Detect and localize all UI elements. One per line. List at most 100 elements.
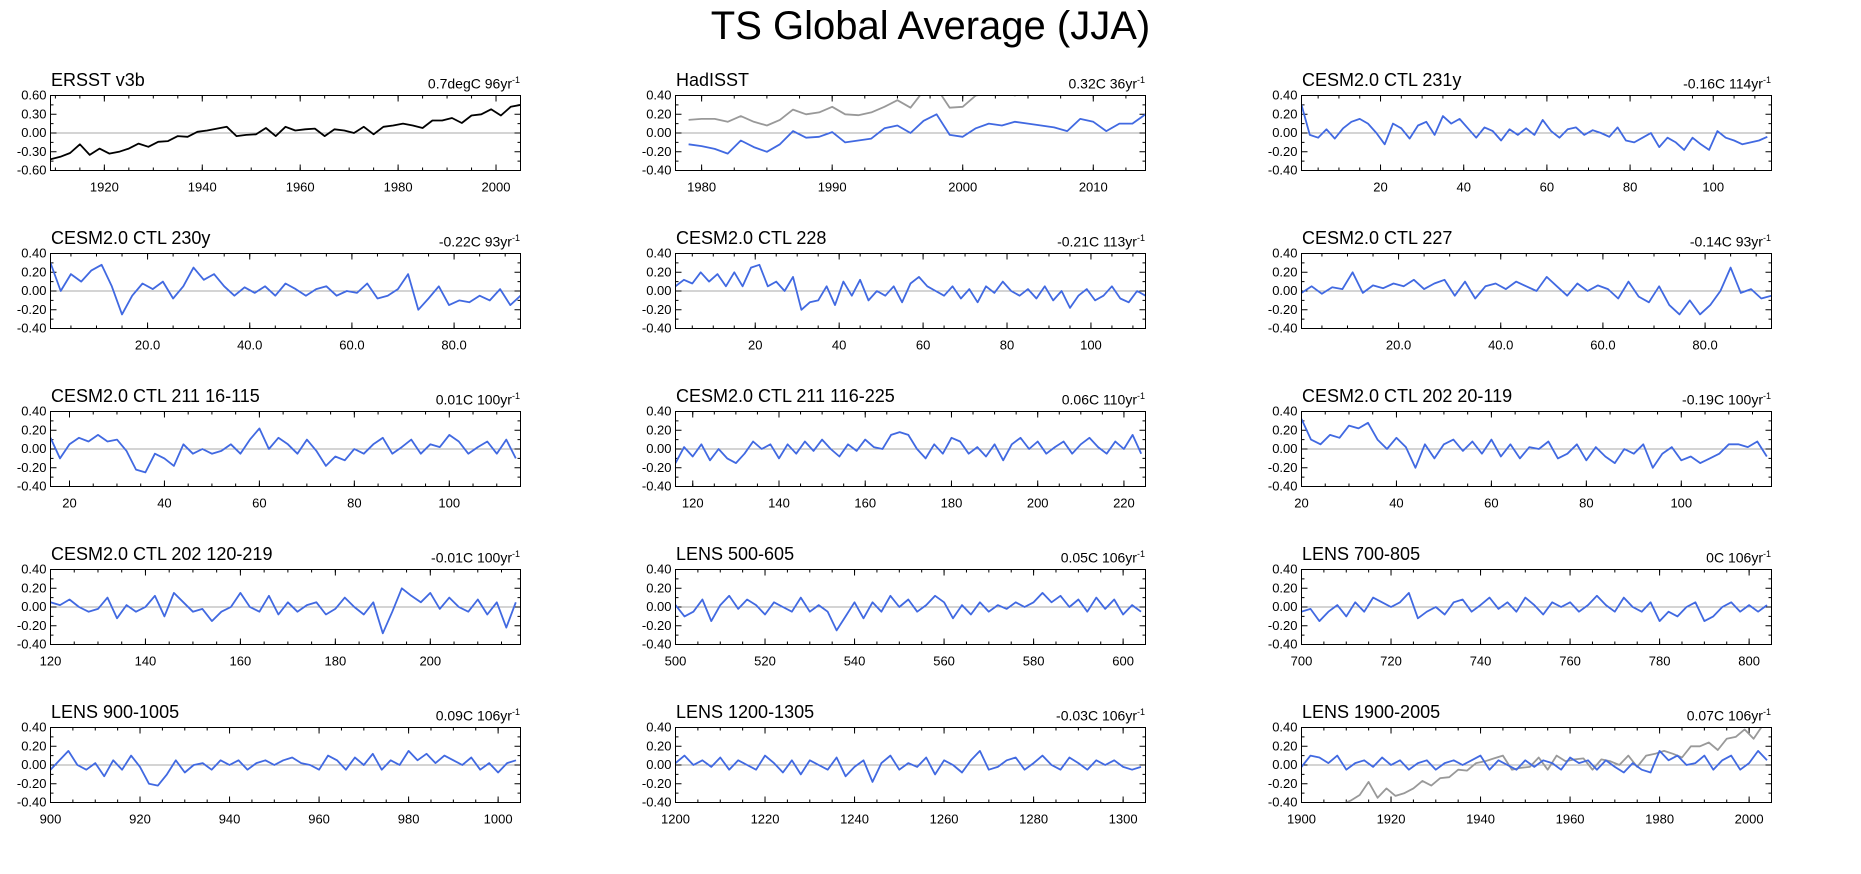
trend-text: 0.07C 106yr — [1686, 707, 1763, 724]
x-tick-label: 720 — [1380, 654, 1402, 669]
chart-svg: 0.40 0.20 0.00 -0.20 -0.40 20.0 40.0 60.0 80.0 — [1268, 246, 1772, 353]
y-tick-label: -0.20 — [1268, 144, 1298, 159]
panel-title: LENS 1900-2005 — [1302, 702, 1441, 722]
x-tick-label: 520 — [754, 654, 776, 669]
plot-frame — [675, 95, 1146, 171]
trend-label: 0.07C 106yr-1 — [1687, 704, 1771, 724]
chart-svg: 0.60 0.30 0.00 -0.30 -0.60 1920 1940 1960 1980 20… — [17, 88, 521, 195]
x-tick-label: 1280 — [1019, 812, 1048, 827]
x-tick-label: 20 — [1373, 180, 1387, 195]
trend-text: -0.19C 100yr — [1682, 391, 1763, 408]
chart-panel: CESM2.0 CTL 231y -0.16C 114yr-1 0.40 0.20 0.… — [1253, 70, 1773, 230]
x-tick-label: 140 — [768, 496, 790, 511]
trend-exponent: -1 — [1762, 707, 1771, 717]
panel-title: LENS 700-805 — [1302, 544, 1421, 564]
x-tick-label: 160 — [854, 496, 876, 511]
y-tick-label: -0.40 — [1268, 479, 1298, 494]
trend-text: -0.01C 100yr — [431, 549, 512, 566]
y-tick-label: -0.20 — [642, 460, 672, 475]
trend-text: -0.14C 93yr — [1689, 233, 1763, 250]
panel-title: CESM2.0 CTL 230y — [51, 228, 211, 248]
x-tick-label: 80 — [347, 496, 361, 511]
chart-panel: CESM2.0 CTL 211 116-225 0.06C 110yr-1 0.40… — [627, 386, 1147, 546]
trend-label: 0C 106yr-1 — [1706, 546, 1771, 566]
chart-svg: 0.40 0.20 0.00 -0.20 -0.40 20 40 60 80 100 — [1268, 88, 1772, 195]
series-line — [675, 592, 1142, 632]
x-tick-label: 20 — [748, 338, 762, 353]
y-tick-label: 0.40 — [1272, 562, 1297, 577]
y-tick-label: 0.40 — [1272, 88, 1297, 103]
chart-svg: 0.40 0.20 0.00 -0.20 -0.40 1900 1920 1940 1960 19… — [1268, 720, 1772, 827]
y-tick-label: 0.00 — [1272, 125, 1297, 140]
y-tick-label: 0.20 — [21, 422, 46, 437]
series-line — [675, 750, 1142, 783]
x-tick-label: 780 — [1649, 654, 1671, 669]
y-tick-label: 0.20 — [1272, 580, 1297, 595]
x-tick-label: 1920 — [1377, 812, 1406, 827]
y-tick-label: -0.40 — [1268, 795, 1298, 810]
x-tick-label: 80 — [1623, 180, 1637, 195]
plot-frame — [1301, 727, 1772, 803]
x-tick-label: 1960 — [286, 180, 315, 195]
x-tick-label: 40 — [1389, 496, 1403, 511]
x-tick-label: 200 — [1027, 496, 1049, 511]
trend-exponent: -1 — [1136, 233, 1145, 243]
plot-frame — [50, 253, 521, 329]
panel-title: CESM2.0 CTL 202 20-119 — [1302, 386, 1513, 406]
trend-label: 0.32C 36yr-1 — [1069, 72, 1146, 92]
overlay-series-line — [1343, 727, 1763, 803]
y-tick-label: 0.40 — [646, 246, 671, 261]
y-tick-label: -0.20 — [1268, 460, 1298, 475]
trend-exponent: -1 — [511, 391, 520, 401]
y-tick-label: 0.00 — [21, 125, 46, 140]
chart-panel: HadISST 0.32C 36yr-1 0.40 0.20 0.00 -0.20 -0.4… — [627, 70, 1147, 230]
y-tick-label: -0.20 — [17, 618, 47, 633]
trend-exponent: -1 — [1762, 75, 1771, 85]
y-tick-label: 0.40 — [646, 404, 671, 419]
x-tick-label: 60 — [1484, 496, 1498, 511]
y-tick-label: 0.20 — [646, 106, 671, 121]
plot-frame — [1301, 411, 1772, 487]
trend-exponent: -1 — [1762, 549, 1771, 559]
x-tick-label: 60.0 — [339, 338, 364, 353]
y-tick-label: 0.00 — [646, 283, 671, 298]
trend-exponent: -1 — [511, 707, 520, 717]
chart-svg: 0.40 0.20 0.00 -0.20 -0.40 1200 1220 1240 1260 12… — [642, 720, 1146, 827]
panel-title: CESM2.0 CTL 227 — [1302, 228, 1453, 248]
x-tick-label: 80 — [1579, 496, 1593, 511]
series-line — [675, 263, 1146, 311]
x-tick-label: 500 — [665, 654, 687, 669]
trend-text: 0.05C 106yr — [1060, 549, 1137, 566]
y-tick-label: 0.20 — [21, 738, 46, 753]
x-tick-label: 40 — [157, 496, 171, 511]
panel-title: CESM2.0 CTL 202 120-219 — [51, 544, 273, 564]
trend-label: -0.21C 113yr-1 — [1057, 230, 1145, 250]
y-tick-label: 0.40 — [646, 720, 671, 735]
panel-title: HadISST — [676, 70, 750, 90]
y-tick-label: 0.20 — [1272, 738, 1297, 753]
chart-svg: 0.40 0.20 0.00 -0.20 -0.40 20 40 60 80 100 — [642, 246, 1146, 353]
trend-label: -0.16C 114yr-1 — [1683, 72, 1771, 92]
y-tick-label: 0.20 — [21, 580, 46, 595]
series-line — [50, 587, 517, 635]
trend-label: 0.01C 100yr-1 — [436, 388, 520, 408]
chart-svg: 0.40 0.20 0.00 -0.20 -0.40 120 140 160 180 200 220 — [642, 404, 1146, 511]
y-tick-label: -0.40 — [17, 795, 47, 810]
chart-svg: 0.40 0.20 0.00 -0.20 -0.40 900 920 940 960 980 100… — [17, 720, 521, 827]
chart-svg: 0.40 0.20 0.00 -0.20 -0.40 20 40 60 80 100 — [1268, 404, 1772, 511]
trend-label: 0.09C 106yr-1 — [436, 704, 520, 724]
y-tick-label: 0.00 — [1272, 283, 1297, 298]
trend-text: 0.09C 106yr — [435, 707, 512, 724]
y-tick-label: 0.40 — [21, 246, 46, 261]
trend-text: 0C 106yr — [1706, 549, 1763, 566]
y-tick-label: 0.40 — [646, 88, 671, 103]
y-tick-label: -0.40 — [17, 637, 47, 652]
x-tick-label: 800 — [1738, 654, 1760, 669]
y-tick-label: -0.40 — [642, 163, 672, 178]
x-tick-label: 40.0 — [1488, 338, 1513, 353]
x-tick-label: 1960 — [1556, 812, 1585, 827]
y-tick-label: 0.00 — [21, 599, 46, 614]
x-tick-label: 2010 — [1079, 180, 1108, 195]
y-tick-label: -0.20 — [1268, 302, 1298, 317]
x-tick-label: 180 — [324, 654, 346, 669]
